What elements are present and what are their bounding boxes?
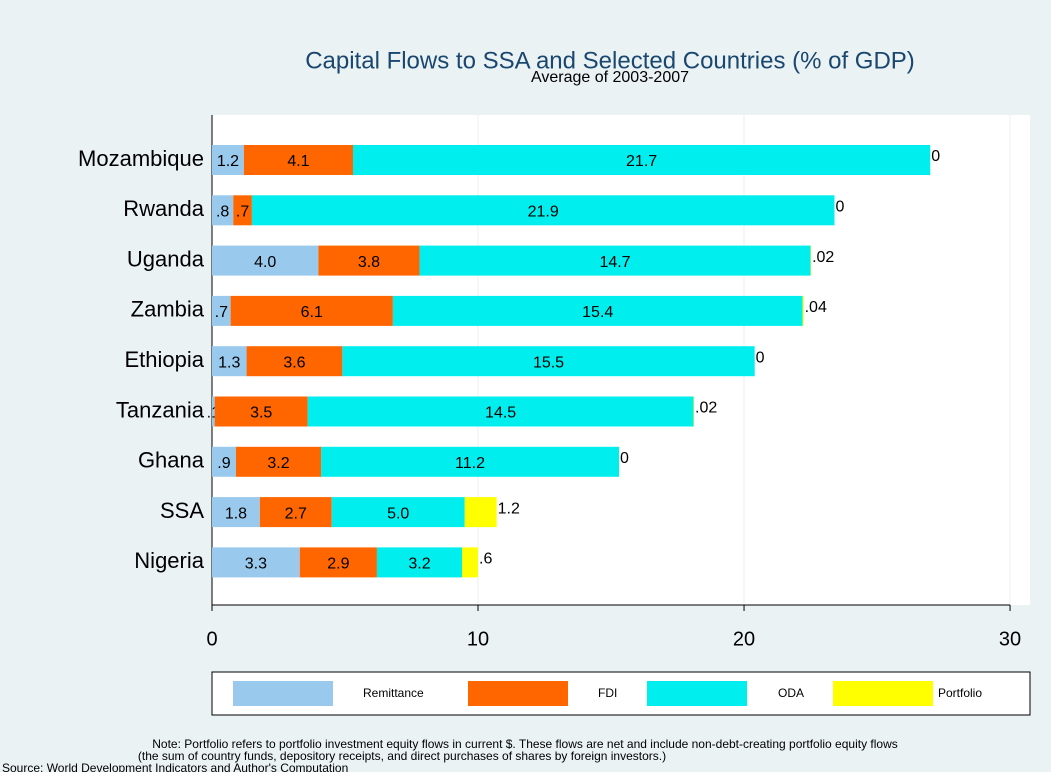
value-label: 2.7 [285,505,307,522]
value-label: 11.2 [455,455,485,472]
chart-title: Capital Flows to SSA and Selected Countr… [305,47,915,74]
bar-segment [212,195,234,226]
value-label: .6 [479,551,492,568]
bar-segment [212,145,244,175]
value-label: 3.3 [245,556,267,573]
value-label: .02 [695,400,717,417]
bar-segment [419,245,811,276]
value-label: 3.8 [358,254,380,271]
bar-segment [212,295,231,326]
value-label: 1.8 [225,505,247,522]
value-label: 5.0 [387,505,409,522]
chart-subtitle: Average of 2003-2007 [531,69,689,86]
value-label: .04 [805,299,827,316]
value-label: 3.5 [250,405,272,422]
value-label: .8 [216,204,229,221]
bar-segment [321,446,620,477]
value-label: 14.5 [485,405,516,422]
x-tick-label: 0 [206,628,217,650]
y-tick-label: Rwanda [123,196,204,221]
value-label: 6.1 [301,304,323,321]
value-label: 0 [756,349,765,366]
legend-label: ODA [778,686,804,700]
y-tick-label: Ghana [138,448,205,473]
legend-label: Remittance [363,686,424,700]
value-label: 15.4 [582,304,613,321]
bar-segment [246,346,343,377]
value-label: .7 [236,204,249,221]
value-label: 4.0 [254,254,276,271]
x-tick-label: 20 [733,628,755,650]
y-tick-label: Zambia [131,297,205,322]
bar-segment [251,195,835,226]
value-label: 3.2 [267,455,289,472]
value-label: 4.1 [287,153,309,170]
value-label: .7 [215,304,228,321]
y-tick-label: Nigeria [134,548,204,573]
bar-segment [352,145,931,175]
bar-segment [299,547,377,578]
bar-segment [212,547,300,578]
note: (the sum of country funds, depository re… [138,749,666,763]
bar-segment [318,245,420,276]
bar-segment [464,497,497,528]
value-label: 0 [620,450,629,467]
y-tick-label: SSA [160,498,204,523]
bar-segment [331,497,465,528]
bar-segment [810,245,812,276]
y-tick-label: Tanzania [116,397,205,422]
value-label: 1.3 [218,354,240,371]
legend-swatch [468,681,568,706]
value-label: 2.9 [327,556,349,573]
bar-segment [212,396,215,427]
value-label: 15.5 [533,354,564,371]
bar-segment [230,295,393,326]
value-label: 21.9 [528,204,559,221]
value-label: 21.7 [626,153,657,170]
bar-segment [235,446,322,477]
value-label: 0 [931,148,940,165]
y-tick-label: Mozambique [78,146,204,171]
value-label: 1.2 [217,153,239,170]
value-label: .9 [217,455,230,472]
bar-segment [693,396,695,427]
legend-swatch [647,681,747,706]
bar-segment [342,346,755,377]
y-tick-label: Ethiopia [124,347,204,372]
bar-segment [462,547,479,578]
bar-segment [212,346,247,377]
bar-segment [233,195,252,226]
bar-segment [212,497,260,528]
value-label: 1.2 [498,500,520,517]
legend-swatch [233,681,333,706]
note: Note: Portfolio refers to portfolio inve… [152,737,898,751]
value-label: 14.7 [599,254,630,271]
bar-segment [307,396,694,427]
value-label: .02 [812,249,834,266]
value-label: 0 [835,199,844,216]
bar-segment [259,497,332,528]
bar-segment [243,145,353,175]
value-label: 3.6 [283,354,305,371]
x-tick-label: 10 [467,628,489,650]
legend-label: Portfolio [938,686,982,700]
bar-segment [212,446,236,477]
value-label: 3.2 [408,556,430,573]
bar-segment [392,295,803,326]
source: Source: World Development Indicators and… [2,761,348,772]
bar-segment [802,295,804,326]
bar-segment [212,245,319,276]
bar-segment [214,396,308,427]
y-tick-label: Uganda [127,246,205,271]
bar-segment [376,547,463,578]
legend-label: FDI [598,686,617,700]
x-tick-label: 30 [999,628,1021,650]
legend-swatch [833,681,933,706]
